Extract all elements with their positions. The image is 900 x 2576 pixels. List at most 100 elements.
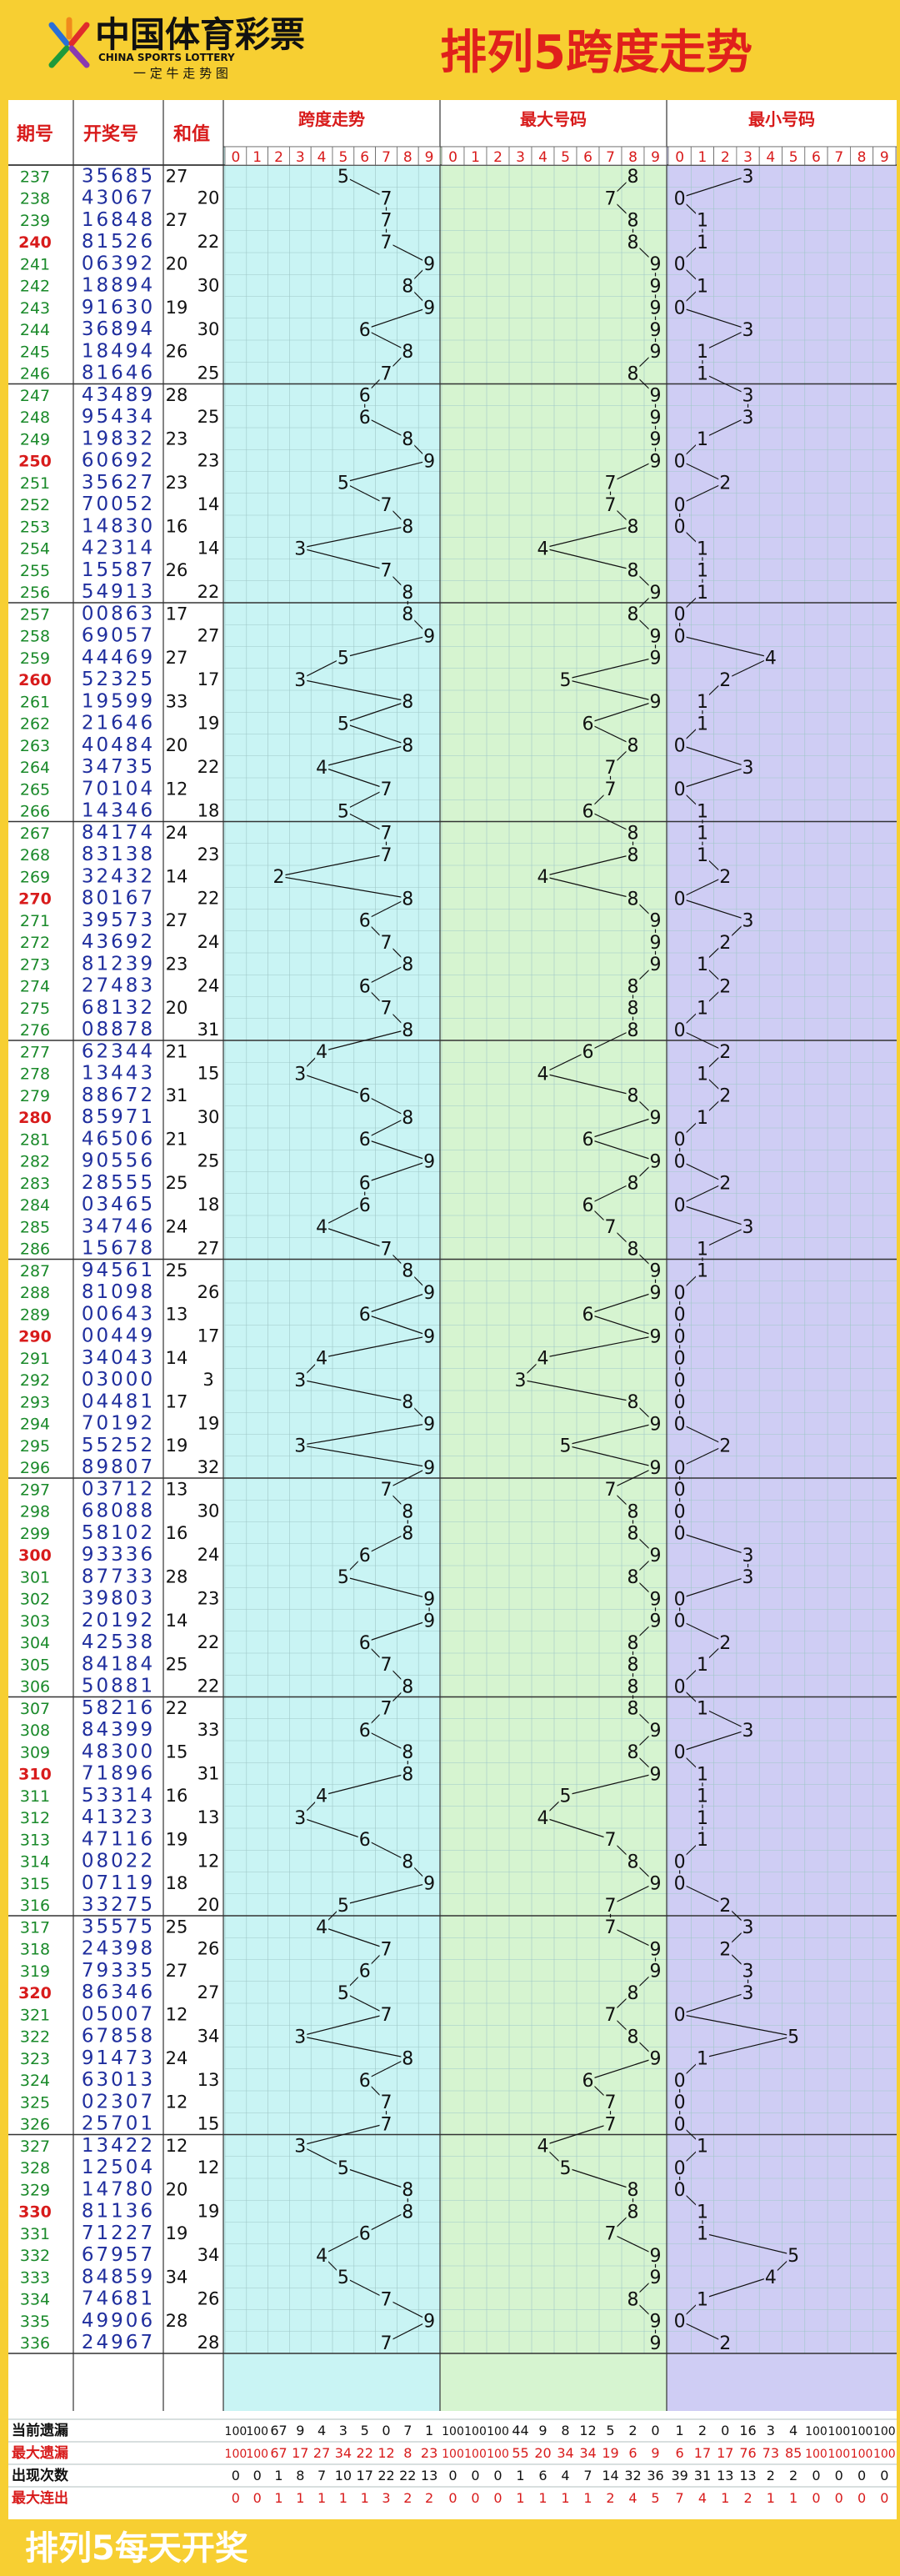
max-mark: 6 — [582, 1042, 594, 1063]
digit-header-cell — [418, 146, 441, 166]
max-trend-segment — [610, 1882, 656, 1906]
span-trend-segment — [342, 2276, 387, 2299]
min-mark-bg — [672, 494, 687, 514]
period-cell: 245 — [20, 343, 50, 361]
span-mark-bg — [379, 560, 393, 579]
min-mark: 1 — [697, 824, 708, 844]
min-mark-bg — [695, 2223, 709, 2243]
period-cell: 251 — [20, 474, 50, 493]
span-mark: 7 — [381, 1699, 392, 1720]
number-cell: 67858 — [82, 2026, 155, 2047]
span-mark: 7 — [381, 2114, 392, 2135]
period-cell: 278 — [20, 1065, 50, 1084]
max-mark-bg — [648, 1545, 662, 1564]
period-cell: 267 — [20, 824, 50, 843]
max-mark-bg — [536, 1064, 550, 1083]
period-cell: 247 — [20, 387, 50, 405]
min-mark-bg — [672, 1130, 687, 1149]
min-mark: 1 — [697, 1261, 708, 1282]
period-cell: 333 — [20, 2268, 50, 2287]
max-mark-bg — [626, 604, 640, 624]
span-trend-segment — [364, 1313, 430, 1336]
min-mark: 0 — [674, 188, 686, 209]
span-trend-segment — [321, 2233, 365, 2256]
span-mark: 8 — [402, 1020, 413, 1041]
min-mark-bg — [741, 1567, 755, 1586]
min-mark-bg — [718, 1173, 732, 1192]
stats-value: 0 — [858, 2490, 866, 2506]
span-mark-bg — [358, 2070, 372, 2089]
period-cell: 283 — [20, 1175, 50, 1193]
min-mark: 1 — [697, 211, 708, 232]
period-cell: 243 — [20, 299, 50, 318]
span-mark-bg — [315, 1042, 329, 1061]
span-mark-bg — [358, 1130, 372, 1149]
max-mark: 8 — [628, 1567, 639, 1588]
stats-value: 9 — [651, 2445, 659, 2461]
sum-cell: 20 — [166, 735, 188, 755]
max-mark: 9 — [650, 386, 662, 407]
span-mark-bg — [379, 363, 393, 383]
period-cell: 281 — [20, 1130, 50, 1149]
span-mark: 8 — [402, 604, 413, 625]
number-cell: 67957 — [82, 2244, 155, 2266]
period-cell: 277 — [20, 1043, 50, 1061]
span-trend-segment — [342, 1576, 430, 1599]
stats-value: 2 — [789, 2468, 798, 2483]
min-mark: 0 — [674, 1349, 686, 1370]
max-mark: 8 — [628, 604, 639, 625]
stats-value: 39 — [671, 2468, 688, 2483]
max-mark-bg — [558, 1436, 572, 1455]
stats-value: 9 — [296, 2423, 304, 2438]
span-trend-segment — [342, 2167, 408, 2190]
max-mark: 9 — [650, 451, 662, 472]
period-cell: 294 — [20, 1416, 50, 1434]
span-mark: 5 — [338, 474, 349, 494]
sum-cell: 20 — [166, 2179, 188, 2199]
min-mark: 0 — [674, 1852, 686, 1872]
max-mark-bg — [648, 1611, 662, 1630]
number-cell: 24398 — [82, 1938, 155, 1960]
stats-value: 0 — [232, 2490, 240, 2506]
max-mark-bg — [648, 1151, 662, 1170]
max-mark-bg — [648, 1457, 662, 1476]
stats-value: 67 — [270, 2445, 287, 2461]
min-mark-bg — [695, 998, 709, 1017]
stats-value: 0 — [721, 2423, 729, 2438]
span-mark-bg — [336, 648, 350, 667]
max-mark-bg — [648, 1873, 662, 1892]
sum-cell: 13 — [198, 1807, 220, 1827]
number-cell: 71896 — [82, 1763, 155, 1785]
digit-header-label: 2 — [493, 149, 502, 166]
max-mark-bg — [603, 1830, 618, 1849]
digit-header-label: 0 — [675, 149, 684, 166]
min-mark: 0 — [674, 1524, 686, 1545]
span-mark-bg — [358, 1632, 372, 1651]
min-mark: 3 — [742, 1962, 754, 1982]
min-mark-bg — [695, 1786, 709, 1805]
min-mark: 1 — [697, 539, 708, 559]
sum-cell: 20 — [198, 188, 220, 208]
digit-header-label: 8 — [858, 149, 867, 166]
max-mark-bg — [536, 1348, 550, 1367]
span-mark: 9 — [423, 1611, 435, 1632]
span-trend-segment — [321, 1335, 430, 1359]
max-mark-bg — [626, 2202, 640, 2221]
min-mark: 3 — [742, 758, 754, 779]
period-cell: 241 — [20, 255, 50, 273]
max-trend-segment — [588, 700, 656, 724]
span-mark: 6 — [359, 911, 371, 932]
sum-cell: 31 — [166, 1085, 188, 1105]
min-mark-bg — [695, 1807, 709, 1827]
span-trend-segment — [342, 1882, 430, 1906]
period-cell: 249 — [20, 430, 50, 449]
min-mark-bg — [672, 2311, 687, 2330]
sum-cell: 27 — [198, 1239, 220, 1259]
min-mark-bg — [672, 1392, 687, 1411]
max-mark: 6 — [582, 1305, 594, 1326]
span-mark-bg — [379, 188, 393, 208]
stats-value: 100 — [225, 2425, 248, 2438]
min-mark-bg — [695, 844, 709, 864]
span-mark: 6 — [359, 320, 371, 341]
span-mark: 9 — [423, 1874, 435, 1895]
